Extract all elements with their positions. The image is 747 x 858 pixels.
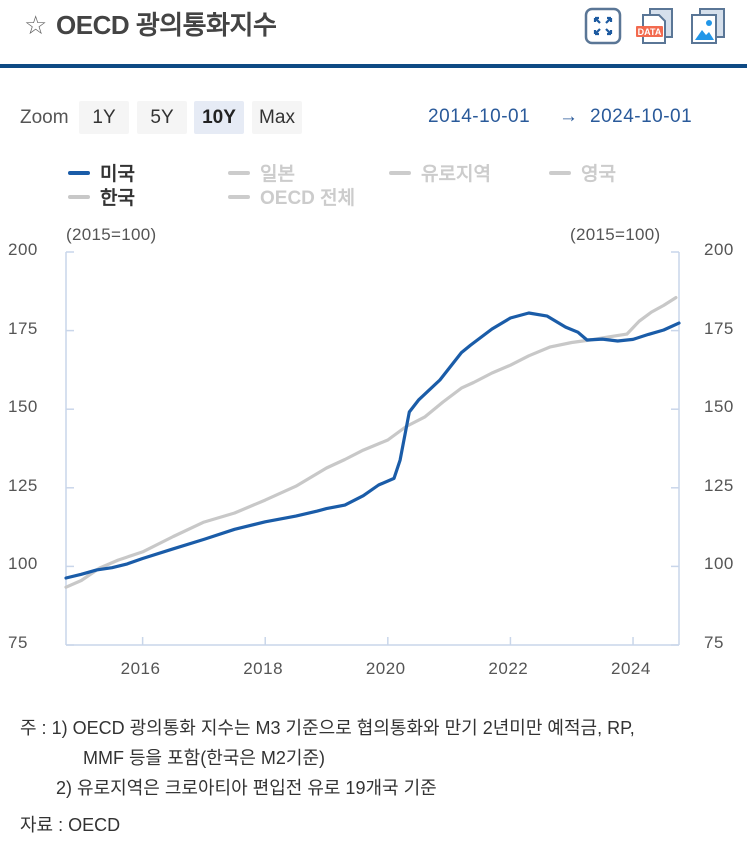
- note-text: 유로지역은 크로아티아 편입전 유로 19개국 기준: [77, 778, 437, 798]
- range-to-input[interactable]: 2024-10-01: [590, 106, 693, 127]
- y-tick-label-left: 100: [8, 554, 38, 574]
- y-tick-label-right: 125: [704, 475, 734, 495]
- y-tick-label-left: 200: [8, 240, 38, 259]
- legend-item-oecd[interactable]: OECD 전체: [228, 187, 355, 211]
- note-number: 2): [56, 778, 73, 798]
- expand-icon[interactable]: [584, 7, 622, 45]
- x-tick-label: 2018: [243, 659, 284, 678]
- notes-prefix: 주 :: [20, 718, 52, 738]
- x-tick-label: 2024: [611, 659, 651, 678]
- zoom-max-button[interactable]: Max: [252, 101, 302, 134]
- legend-swatch: [228, 170, 250, 175]
- note-number: 1): [51, 718, 68, 738]
- legend-swatch: [228, 194, 250, 199]
- legend-label: 한국: [100, 188, 135, 209]
- legend-item-us[interactable]: 미국: [68, 163, 135, 187]
- series-line-korea: [64, 296, 678, 589]
- star-icon[interactable]: ☆: [24, 10, 48, 40]
- legend-label: 유로지역: [421, 164, 491, 185]
- x-tick-label: 2016: [120, 659, 161, 678]
- zoom-5y-button[interactable]: 5Y: [137, 101, 187, 134]
- chart-header: ☆ OECD 광의통화지수 DATA: [0, 0, 747, 68]
- legend-label: OECD 전체: [260, 188, 356, 209]
- legend-item-korea[interactable]: 한국: [68, 187, 135, 211]
- x-tick-label: 2022: [488, 659, 529, 678]
- legend-swatch: [68, 170, 90, 175]
- series-line-us: [64, 311, 681, 580]
- legend-label: 미국: [100, 164, 135, 185]
- legend-swatch: [389, 170, 411, 175]
- legend-swatch: [68, 194, 90, 199]
- legend-swatch: [549, 170, 571, 175]
- note-text: MMF 등을 포함(한국은 M2기준): [83, 748, 326, 768]
- y-tick-label-left: 150: [8, 397, 38, 417]
- y-tick-label-right: 75: [704, 633, 724, 652]
- legend-item-uk[interactable]: 영국: [549, 163, 616, 187]
- legend-item-japan[interactable]: 일본: [228, 163, 295, 187]
- data-badge-text: DATA: [638, 27, 662, 37]
- range-arrow: →: [559, 106, 579, 127]
- zoom-10y-button[interactable]: 10Y: [194, 101, 244, 134]
- legend-label: 영국: [581, 164, 616, 185]
- page-title: OECD 광의통화지수: [56, 10, 277, 40]
- left-axis-unit: (2015=100): [66, 225, 157, 244]
- source-value: OECD: [68, 815, 121, 835]
- legend-label: 일본: [260, 164, 295, 185]
- source-label: 자료 :: [20, 815, 69, 835]
- y-tick-label-left: 75: [8, 633, 28, 652]
- right-axis-unit: (2015=100): [570, 225, 661, 244]
- range-from-input[interactable]: 2014-10-01: [428, 106, 531, 127]
- y-tick-label-right: 100: [704, 554, 734, 574]
- zoom-1y-button[interactable]: 1Y: [79, 101, 129, 134]
- y-tick-label-right: 150: [704, 397, 734, 417]
- image-download-icon[interactable]: [688, 7, 726, 45]
- y-tick-label-left: 175: [8, 318, 38, 338]
- y-tick-label-left: 125: [8, 475, 38, 495]
- y-tick-label-right: 175: [704, 318, 734, 338]
- y-tick-label-right: 200: [704, 240, 734, 259]
- note-text: OECD 광의통화 지수는 M3 기준으로 협의통화와 만기 2년미만 예적금,…: [72, 718, 635, 738]
- zoom-label: Zoom: [20, 107, 69, 128]
- data-download-icon[interactable]: DATA: [636, 7, 674, 45]
- x-tick-label: 2020: [365, 659, 406, 678]
- legend-item-eurozone[interactable]: 유로지역: [389, 163, 491, 187]
